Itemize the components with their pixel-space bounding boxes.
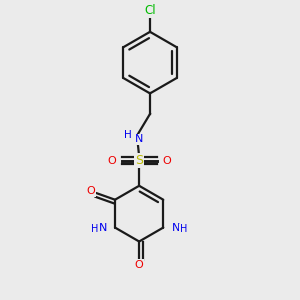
Text: H: H xyxy=(92,224,99,234)
Text: H: H xyxy=(179,224,187,234)
Text: O: O xyxy=(135,260,143,270)
Text: O: O xyxy=(107,156,116,166)
Text: N: N xyxy=(135,134,143,144)
Text: S: S xyxy=(135,154,143,167)
Text: O: O xyxy=(87,186,95,196)
Text: H: H xyxy=(124,130,131,140)
Text: N: N xyxy=(171,223,180,232)
Text: Cl: Cl xyxy=(144,4,156,17)
Text: N: N xyxy=(98,223,107,232)
Text: O: O xyxy=(162,156,171,166)
